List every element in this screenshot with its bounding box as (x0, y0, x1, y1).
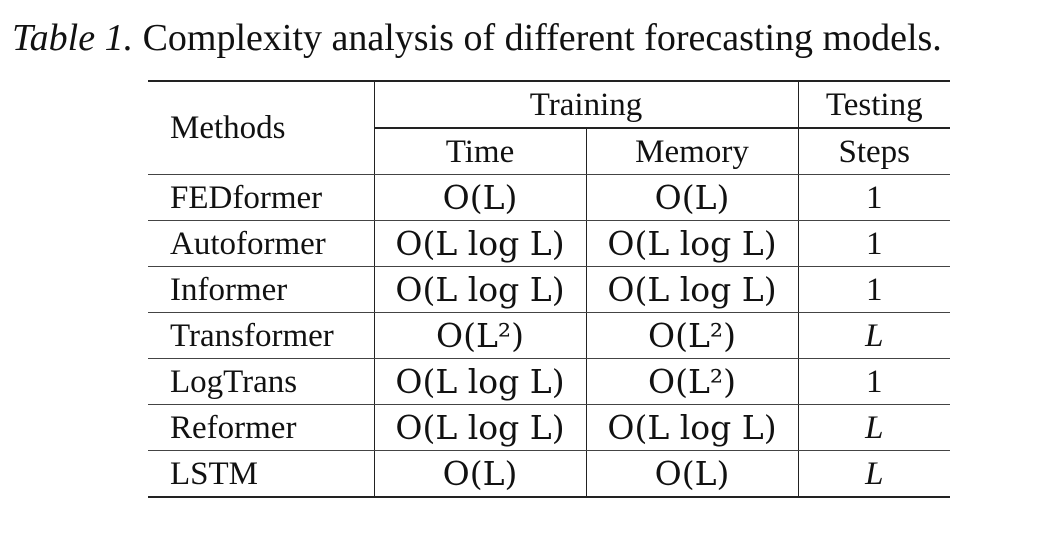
header-memory: Memory (586, 128, 799, 175)
time-cell: O(L log L) (374, 266, 587, 313)
table-body: FEDformer O(L) O(L) 1 Autoformer O(L log… (148, 174, 951, 498)
caption-label: Table 1. (12, 17, 134, 59)
table-row: Reformer O(L log L) O(L log L) L (148, 404, 951, 451)
table-row: LSTM O(L) O(L) L (148, 450, 951, 498)
method-cell: LSTM (148, 450, 375, 498)
table-row: Informer O(L log L) O(L log L) 1 (148, 266, 951, 313)
time-cell: O(L²) (374, 312, 587, 359)
memory-cell: O(L log L) (586, 220, 799, 267)
header-time: Time (374, 128, 587, 175)
time-cell: O(L) (374, 450, 587, 498)
table-row: Transformer O(L²) O(L²) L (148, 312, 951, 359)
memory-cell: O(L²) (586, 312, 799, 359)
memory-cell: O(L log L) (586, 266, 799, 313)
steps-cell: L (798, 404, 951, 451)
steps-cell: 1 (798, 220, 951, 267)
header-training: Training (374, 80, 799, 129)
memory-cell: O(L) (586, 174, 799, 221)
method-cell: Informer (148, 266, 375, 313)
header-methods: Methods (148, 80, 375, 175)
method-cell: Autoformer (148, 220, 375, 267)
steps-cell: 1 (798, 266, 951, 313)
time-cell: O(L log L) (374, 358, 587, 405)
time-cell: O(L log L) (374, 404, 587, 451)
time-cell: O(L) (374, 174, 587, 221)
steps-cell: L (798, 450, 951, 498)
steps-cell: 1 (798, 174, 951, 221)
method-cell: Transformer (148, 312, 375, 359)
memory-cell: O(L log L) (586, 404, 799, 451)
header-steps: Steps (798, 128, 951, 175)
complexity-table: Methods Training Testing Time Memory Ste… (148, 80, 951, 498)
table-caption: Table 1. Complexity analysis of differen… (12, 14, 942, 62)
steps-cell: L (798, 312, 951, 359)
table-row: FEDformer O(L) O(L) 1 (148, 174, 951, 221)
caption-text: Complexity analysis of different forecas… (142, 17, 942, 59)
header-testing: Testing (798, 80, 951, 129)
method-cell: Reformer (148, 404, 375, 451)
method-cell: FEDformer (148, 174, 375, 221)
memory-cell: O(L) (586, 450, 799, 498)
method-cell: LogTrans (148, 358, 375, 405)
time-cell: O(L log L) (374, 220, 587, 267)
memory-cell: O(L²) (586, 358, 799, 405)
table-row: Autoformer O(L log L) O(L log L) 1 (148, 220, 951, 267)
table-row: LogTrans O(L log L) O(L²) 1 (148, 358, 951, 405)
steps-cell: 1 (798, 358, 951, 405)
